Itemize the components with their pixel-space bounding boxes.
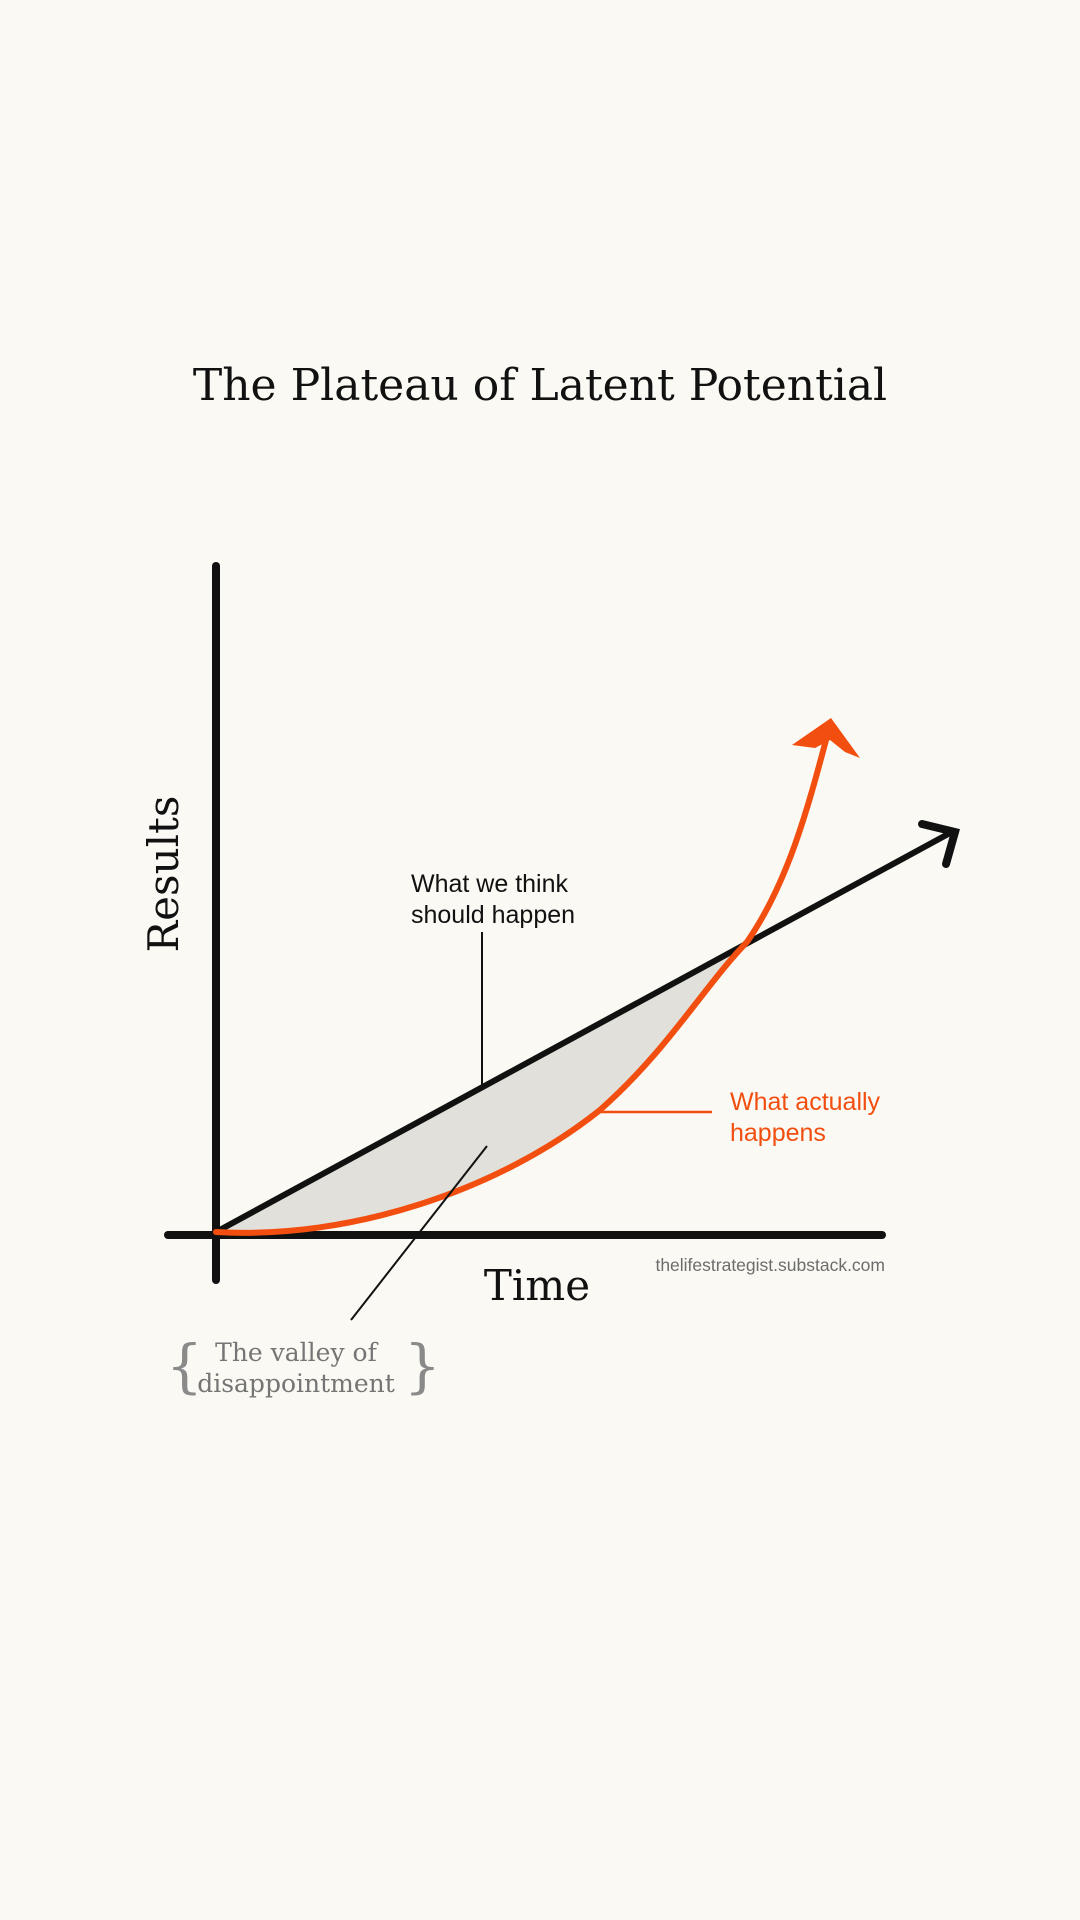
expected-progress-line: [213, 830, 953, 1235]
expected-label-line-2: should happen: [411, 901, 575, 929]
valley-brace-left: {: [166, 1332, 203, 1400]
x-axis-label: Time: [484, 1261, 590, 1310]
y-axis-label: Results: [139, 796, 188, 953]
valley-leader-line: [350, 1145, 488, 1321]
valley-label-line-2: disappointment: [197, 1369, 395, 1398]
actual-label-line-1: What actually: [730, 1088, 881, 1116]
actual-label-line-2: happens: [730, 1119, 826, 1147]
expected-label-line-1: What we think: [411, 870, 569, 898]
source-credit: thelifestrategist.substack.com: [655, 1255, 885, 1275]
actual-progress-curve: [213, 722, 833, 1236]
expected-arrowhead-icon: [918, 820, 960, 868]
diagram-title: The Plateau of Latent Potential: [193, 360, 887, 411]
valley-label-line-1: The valley of: [215, 1338, 378, 1367]
actual-arrowhead-icon: [792, 718, 860, 758]
valley-brace-right: }: [404, 1332, 441, 1400]
